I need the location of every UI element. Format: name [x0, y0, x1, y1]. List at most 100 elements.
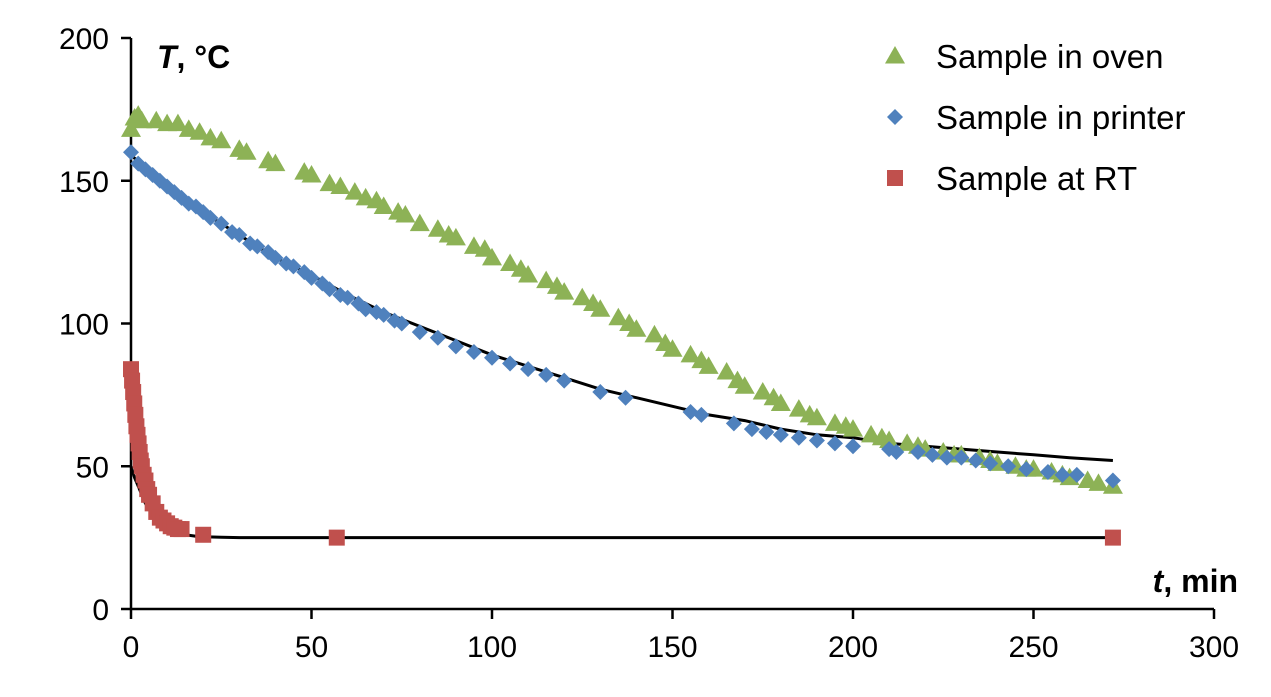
data-point — [484, 349, 500, 366]
data-point — [554, 282, 575, 300]
data-point — [572, 287, 593, 306]
data-point — [465, 344, 482, 361]
legend-marker — [887, 170, 903, 186]
data-point — [267, 249, 284, 266]
y-tick-label: 150 — [59, 166, 109, 199]
data-point — [285, 258, 302, 275]
data-point — [770, 393, 791, 411]
data-point — [617, 389, 634, 406]
data-point — [662, 339, 683, 357]
data-point — [536, 270, 557, 289]
x-tick-label: 100 — [467, 631, 517, 664]
data-point — [328, 529, 345, 546]
data-point — [1104, 472, 1121, 489]
data-point — [938, 449, 955, 466]
data-point — [520, 361, 537, 378]
data-point — [123, 144, 139, 161]
data-point — [734, 376, 755, 394]
data-point — [752, 382, 773, 400]
data-point — [249, 238, 266, 255]
data-point — [808, 432, 825, 449]
series-square-points — [123, 361, 1121, 546]
data-point — [339, 289, 356, 306]
data-point — [790, 429, 807, 446]
data-point — [888, 443, 905, 460]
data-point — [725, 415, 742, 432]
y-tick-label: 100 — [59, 309, 109, 342]
fit-curve — [130, 153, 1113, 462]
x-tick-label: 150 — [647, 631, 697, 664]
data-point — [644, 324, 665, 343]
data-point — [330, 176, 351, 194]
data-point — [173, 521, 190, 538]
data-point — [1000, 458, 1017, 475]
data-point — [826, 435, 843, 452]
x-axis-label: t, min — [1153, 563, 1238, 599]
data-point — [626, 319, 647, 337]
data-point — [758, 423, 775, 440]
legend-label: Sample at RT — [936, 160, 1137, 197]
data-point — [211, 130, 232, 149]
data-point — [1088, 473, 1109, 491]
data-point — [236, 142, 257, 160]
y-tick-label: 0 — [92, 594, 109, 627]
data-point — [1068, 466, 1085, 483]
data-point — [879, 430, 900, 449]
data-point — [1018, 461, 1035, 478]
data-point — [395, 205, 416, 223]
data-point — [167, 113, 188, 132]
data-point — [344, 182, 365, 200]
data-point — [592, 384, 609, 401]
y-tick-label: 200 — [59, 23, 109, 56]
data-point — [1054, 466, 1071, 483]
data-point — [121, 119, 141, 137]
x-tick-label: 0 — [123, 631, 140, 664]
data-point — [482, 247, 502, 266]
data-point — [500, 253, 521, 272]
data-point — [698, 356, 719, 374]
data-point — [843, 419, 863, 437]
data-point — [967, 452, 984, 469]
x-tick-label: 250 — [1008, 631, 1058, 664]
data-point — [806, 407, 827, 426]
data-point — [788, 399, 809, 417]
data-point — [953, 449, 970, 466]
legend-label: Sample in printer — [936, 99, 1185, 136]
data-point — [301, 165, 322, 183]
data-point — [556, 372, 573, 389]
data-point — [411, 324, 428, 341]
data-point — [195, 526, 212, 543]
data-point — [429, 329, 446, 346]
data-point — [321, 281, 338, 298]
data-point — [502, 355, 519, 372]
data-point — [409, 213, 430, 232]
legend-label: Sample in oven — [936, 38, 1163, 75]
data-point — [743, 421, 760, 438]
data-point — [265, 153, 286, 172]
data-point — [303, 269, 320, 286]
data-point — [375, 306, 392, 323]
data-point — [982, 455, 999, 472]
data-point — [538, 366, 555, 383]
series-diamond-points — [123, 144, 1121, 489]
data-point — [716, 362, 737, 380]
data-point — [1039, 463, 1056, 480]
data-point — [1104, 529, 1121, 546]
data-point — [693, 406, 710, 423]
data-point — [131, 110, 152, 129]
x-tick-label: 50 — [295, 631, 328, 664]
data-point — [427, 219, 448, 237]
data-point — [845, 438, 861, 455]
data-point — [924, 446, 941, 463]
data-point — [772, 426, 789, 443]
x-tick-label: 200 — [828, 631, 878, 664]
legend: Sample in oven Sample in printer Sample at… — [885, 38, 1185, 197]
data-point — [1059, 467, 1080, 486]
data-point — [393, 315, 410, 332]
data-point — [213, 215, 230, 232]
data-point — [202, 209, 219, 226]
data-point — [445, 227, 466, 246]
data-point — [518, 264, 539, 283]
fit-curve — [129, 465, 1113, 540]
